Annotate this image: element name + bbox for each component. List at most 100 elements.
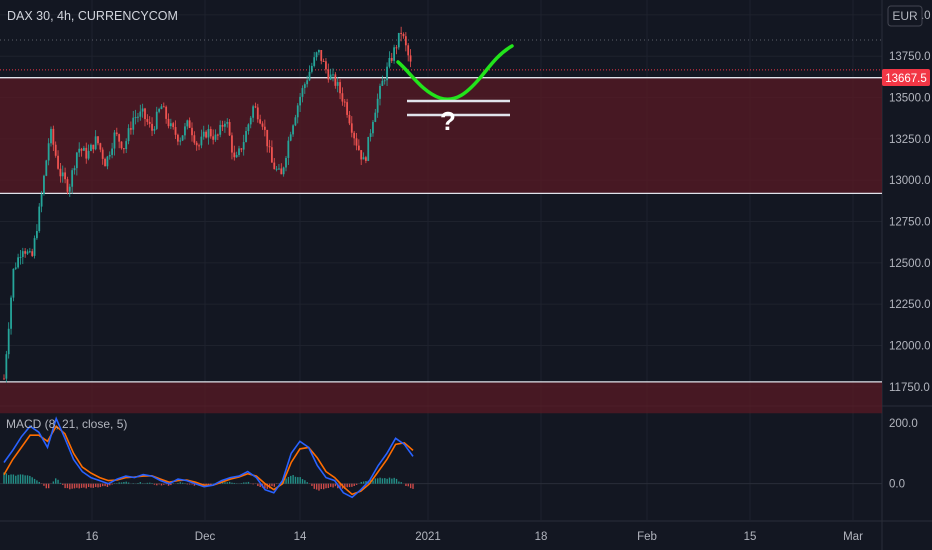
currency-label: EUR (892, 9, 918, 23)
price-tick-label: 13500.0 (889, 93, 931, 105)
candle-body (362, 157, 365, 160)
candle-body (12, 268, 15, 298)
candle-body (395, 47, 398, 49)
candle-body (59, 168, 62, 177)
candle-body (83, 147, 85, 151)
price-tick-label: 12000.0 (889, 340, 931, 352)
candle-body (61, 172, 64, 177)
candle-body (177, 134, 179, 142)
candle-body (101, 149, 104, 159)
candle-body (160, 106, 163, 110)
candle-body (388, 57, 391, 67)
candle-body (238, 148, 240, 155)
candle-body (118, 134, 121, 142)
candle-body (393, 47, 395, 61)
candle-body (139, 111, 142, 117)
candle-body (386, 66, 388, 81)
candle-body (24, 251, 27, 254)
candle-body (306, 80, 309, 85)
time-tick-label: 2021 (415, 531, 441, 543)
candle-body (209, 129, 212, 137)
candle-body (367, 136, 370, 161)
candle-body (261, 123, 264, 127)
candle-body (90, 144, 92, 151)
price-tick-label: 12750.0 (889, 217, 931, 229)
last-price-label: 13667.5 (885, 73, 927, 85)
candle-body (179, 140, 182, 142)
candle-body (233, 152, 236, 158)
candle-body (228, 122, 231, 136)
candle-body (186, 120, 189, 127)
candle-body (104, 158, 106, 167)
candle-body (226, 122, 229, 124)
candles (3, 26, 412, 383)
time-axis[interactable]: 16 Dec 14 2021 18 Feb 15 Mar (86, 531, 863, 543)
candle-body (7, 328, 10, 355)
currency-badge[interactable]: EUR (887, 5, 923, 27)
candle-body (75, 152, 78, 169)
candle-body (357, 145, 360, 151)
candle-body (397, 32, 400, 48)
candle-body (115, 132, 118, 135)
chart-title: DAX 30, 4h, CURRENCYCOM (7, 9, 178, 23)
candle-body (85, 147, 88, 159)
price-tick-label: 12250.0 (889, 299, 931, 311)
candle-body (254, 106, 257, 108)
candle-body (68, 186, 71, 192)
candle-body (146, 119, 149, 122)
candle-body (221, 124, 224, 127)
candle-body (343, 101, 346, 103)
candle-body (278, 168, 280, 170)
price-tick-label: 13000.0 (889, 175, 931, 187)
candle-body (134, 117, 137, 119)
supply-zone (0, 381, 882, 414)
candle-body (125, 141, 128, 150)
candle-body (231, 135, 233, 153)
candle-body (28, 251, 31, 253)
candle-body (327, 69, 330, 80)
candle-body (54, 144, 57, 156)
candle-body (268, 146, 271, 148)
candle-body (113, 132, 116, 149)
price-tick-label: 12500.0 (889, 258, 931, 270)
candle-body (339, 82, 341, 94)
candle-body (212, 136, 215, 140)
candle-body (17, 257, 19, 268)
candle-body (144, 108, 146, 120)
candle-body (341, 93, 344, 102)
candle-body (256, 107, 259, 120)
candle-body (111, 148, 113, 155)
candle-body (174, 127, 177, 135)
candle-body (285, 157, 287, 168)
candle-body (242, 142, 245, 150)
candle-body (214, 134, 217, 140)
candle-body (280, 168, 283, 175)
time-tick-label: 14 (294, 531, 307, 543)
macd-line (3, 416, 414, 499)
candle-body (310, 65, 313, 72)
candle-body (313, 57, 316, 66)
candle-body (263, 126, 266, 130)
candle-body (404, 36, 407, 46)
price-tick-label: 11750.0 (889, 382, 930, 394)
candle-body (383, 80, 386, 82)
candle-body (169, 123, 172, 127)
candle-body (21, 251, 24, 257)
candle-body (47, 143, 50, 161)
candle-body (315, 52, 318, 58)
candle-body (355, 138, 358, 146)
candle-body (33, 238, 36, 256)
price-axis[interactable]: 14000.013750.013500.013250.013000.012750… (889, 10, 931, 491)
price-tick-label: 13250.0 (889, 134, 931, 146)
candle-body (346, 102, 348, 115)
macd-pane (0, 416, 882, 499)
candle-body (402, 33, 405, 37)
candle-body (336, 82, 339, 86)
question-mark: ? (440, 106, 456, 136)
candle-body (224, 123, 226, 127)
candle-body (273, 162, 276, 170)
candle-body (334, 74, 337, 86)
annotations: ? (396, 44, 514, 136)
